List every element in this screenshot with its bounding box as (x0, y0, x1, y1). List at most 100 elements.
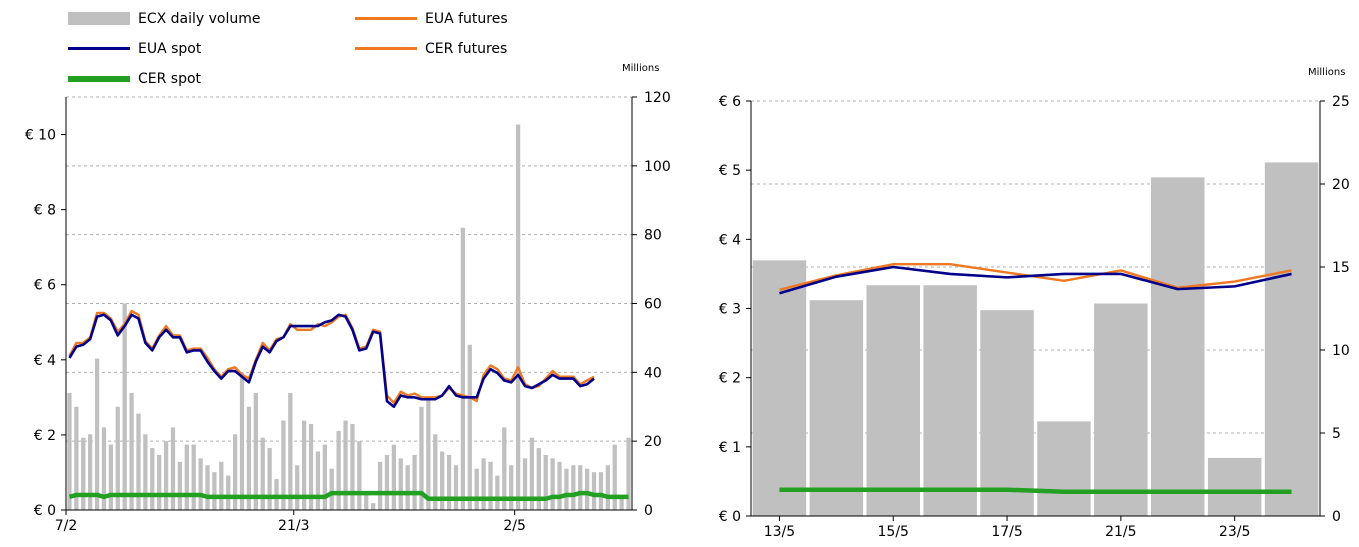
volume-bar (536, 448, 541, 510)
volume-bar (923, 285, 977, 516)
right-tick-label: 0 (644, 503, 653, 519)
volume-bar (81, 437, 86, 510)
volume-bar (605, 465, 610, 510)
right-tick-label: 120 (644, 90, 671, 106)
volume-bar (1264, 162, 1319, 517)
volume-bar (384, 454, 390, 510)
volume-bar (301, 420, 307, 510)
left-tick-label: € 6 (719, 94, 741, 110)
volume-bar (564, 468, 569, 510)
left-tick-label: € 5 (719, 163, 741, 179)
volume-bar (281, 420, 286, 510)
volume-bar (752, 260, 807, 516)
volume-bar (122, 303, 127, 510)
volume-bar (274, 479, 279, 510)
volume-bar (322, 444, 327, 510)
volume-bar (412, 454, 417, 510)
legend-label: ECX daily volume (138, 11, 261, 27)
volume-bar (626, 437, 631, 510)
volume-bar (571, 465, 576, 510)
volume-bar (419, 406, 424, 510)
x-tick-label: 17/5 (991, 524, 1022, 540)
volume-bar (495, 475, 500, 510)
volume-bar (481, 458, 486, 510)
volume-bar (371, 503, 376, 510)
volume-bar (502, 427, 507, 510)
volume-bar (253, 392, 258, 510)
volume-bar (184, 444, 189, 510)
volume-bar (205, 465, 210, 510)
legend-label: EUA spot (138, 41, 202, 57)
volume-bar (1037, 421, 1091, 516)
left-tick-label: € 10 (25, 128, 56, 144)
x-tick-label: 13/5 (764, 524, 795, 540)
volume-bar (157, 454, 162, 510)
volume-bar (232, 434, 238, 510)
volume-bar (1151, 177, 1205, 517)
volume-bar (150, 448, 155, 510)
right-tick-label: 25 (1332, 94, 1350, 110)
series-line-eua-spot (68, 313, 595, 409)
volume-bar (809, 300, 864, 516)
volume-bar (219, 461, 224, 510)
volume-bar (177, 461, 183, 510)
volume-bar (543, 454, 548, 510)
right-tick-label: 40 (644, 365, 662, 381)
volume-bar (467, 344, 472, 510)
right-tick-label: 100 (644, 159, 671, 175)
series-line-eua-spot (779, 265, 1292, 295)
volume-bar (980, 310, 1034, 516)
volume-bar (101, 427, 107, 510)
volume-bar (329, 468, 334, 510)
volume-bar (405, 465, 410, 510)
volume-bar (391, 444, 397, 510)
volume-bar (522, 458, 528, 510)
volume-bar (260, 437, 265, 510)
volume-bar (1207, 457, 1262, 516)
volume-bar (226, 475, 231, 510)
volume-bar (136, 413, 141, 510)
volume-bar (94, 358, 100, 510)
volume-bar (398, 458, 403, 510)
volume-bar (591, 472, 597, 510)
volume-bar (550, 458, 555, 510)
volume-bar (598, 472, 604, 510)
volume-bar (336, 430, 341, 510)
volume-bar (246, 406, 252, 510)
left-tick-label: € 1 (719, 440, 741, 456)
volume-bar (529, 437, 535, 510)
left-tick-label: € 0 (719, 509, 741, 525)
volume-bar (212, 472, 217, 510)
volume-bar (67, 392, 72, 510)
x-tick-label: 23/5 (1219, 524, 1250, 540)
right-tick-label: 0 (1332, 509, 1341, 525)
legend-label: CER spot (138, 71, 202, 87)
left-tick-label: € 4 (34, 353, 56, 369)
volume-bar (474, 468, 479, 510)
right-tick-label: 60 (644, 297, 662, 313)
volume-bar (74, 406, 79, 510)
right-tick-label: 20 (644, 434, 662, 450)
right-tick-label: 10 (1332, 343, 1350, 359)
volume-bar (267, 448, 272, 510)
left-tick-label: € 6 (34, 278, 56, 294)
volume-bar (488, 461, 493, 510)
right-tick-label: 5 (1332, 426, 1341, 442)
x-tick-label: 2/5 (503, 518, 526, 534)
x-tick-label: 7/2 (55, 518, 78, 534)
right-tick-label: 15 (1332, 260, 1350, 276)
volume-bar (143, 434, 148, 510)
legend-swatch (355, 47, 417, 50)
series-line-cer-spot (68, 490, 629, 501)
volume-bar (108, 444, 114, 510)
legend-swatch (355, 17, 417, 20)
legend-label: EUA futures (425, 11, 508, 27)
volume-bar (115, 406, 120, 510)
volume-bar (377, 461, 383, 510)
volume-bar (288, 392, 293, 510)
legend-label: CER futures (425, 41, 508, 57)
volume-bar (308, 423, 314, 510)
volume-bar (440, 451, 445, 510)
volume-bar (584, 468, 590, 510)
